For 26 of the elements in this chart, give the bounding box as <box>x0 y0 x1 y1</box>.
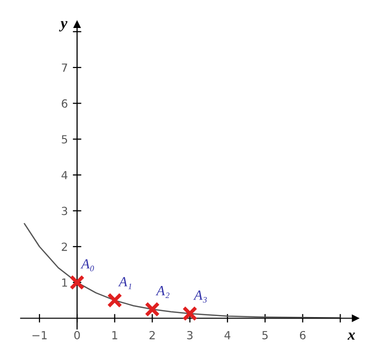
y-tick-label: 3 <box>62 206 68 216</box>
x-tick-label: 4 <box>224 331 230 340</box>
y-tick-label: 1 <box>62 278 68 287</box>
x-tick-label: 1 <box>112 331 118 340</box>
x-tick-label: 5 <box>262 331 268 340</box>
y-tick-label: 6 <box>62 99 68 108</box>
annotation: A₀ <box>80 259 94 272</box>
y-tick-label: 2 <box>62 242 67 251</box>
point <box>144 302 160 317</box>
annotation: A₃ <box>193 290 207 303</box>
x-tick-label: 6 <box>300 330 306 340</box>
point <box>107 292 122 308</box>
y-tick-label: 5 <box>62 135 68 144</box>
line-series <box>24 223 341 319</box>
y-tick-label: 7 <box>62 64 68 72</box>
annotation: A₂ <box>156 286 170 298</box>
y-axis-title: y <box>59 21 68 32</box>
x-tick-label: 3 <box>187 330 193 340</box>
y-tick-label: 4 <box>62 171 68 180</box>
x-axis-title: x <box>347 332 355 340</box>
annotation: A₁ <box>118 277 132 290</box>
x-tick-label: 2 <box>150 330 155 340</box>
x-tick-label: −1 <box>32 331 47 340</box>
point <box>182 306 198 322</box>
point <box>70 274 85 290</box>
x-tick-label: 0 <box>74 330 80 340</box>
